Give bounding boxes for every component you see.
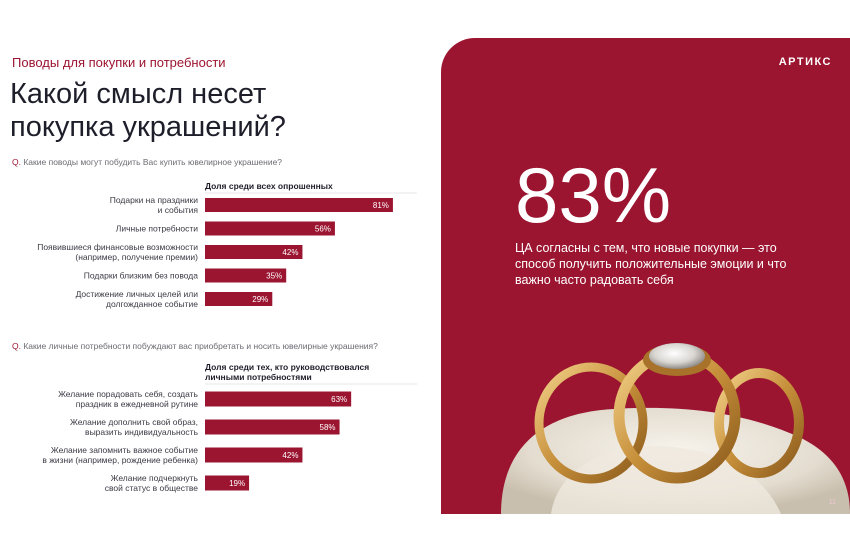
highlight-panel: АРТИКС 83% ЦА согласны с тем, что новые … bbox=[441, 38, 850, 514]
chart-category-label: Подарки близким без повода bbox=[84, 271, 198, 281]
chart-category-label: Подарки на праздники bbox=[110, 195, 198, 205]
chart-value-label: 81% bbox=[373, 201, 389, 210]
chart-header-line: Доля среди всех опрошенных bbox=[205, 181, 333, 191]
page-title: Какой смысл несет покупка украшений? bbox=[10, 78, 286, 144]
page-number: 11 bbox=[828, 499, 836, 506]
chart-header-line: Доля среди тех, кто руководствовался bbox=[205, 362, 369, 372]
chart-bar bbox=[205, 419, 340, 435]
chart-category-label: Желание порадовать себя, создать bbox=[58, 389, 198, 399]
chart-category-label: Желание дополнить свой образ, bbox=[70, 417, 198, 427]
chart-category-label: и события bbox=[158, 205, 199, 215]
chart-bar bbox=[205, 292, 273, 306]
chart-bar bbox=[205, 447, 303, 463]
chart-bar bbox=[205, 475, 250, 491]
question-1: Q. Какие поводы могут побудить Вас купит… bbox=[12, 157, 282, 167]
chart-value-label: 58% bbox=[320, 423, 336, 432]
chart-value-label: 42% bbox=[282, 248, 298, 257]
chart-category-label: выразить индивидуальность bbox=[85, 427, 199, 437]
chart-category-label: Достижение личных целей или bbox=[76, 289, 199, 299]
chart-value-label: 42% bbox=[282, 451, 298, 460]
question-2: Q. Какие личные потребности побуждают ва… bbox=[12, 341, 378, 351]
chart-personal-needs-svg: Доля среди тех, кто руководствовалсяличн… bbox=[42, 362, 417, 493]
question-1-text: Какие поводы могут побудить Вас купить ю… bbox=[23, 157, 283, 167]
chart-category-label: долгожданное событие bbox=[106, 299, 198, 309]
chart-header-line: личными потребностями bbox=[205, 372, 312, 382]
chart-value-label: 35% bbox=[266, 272, 282, 281]
chart-category-label: Желание подчеркнуть bbox=[111, 473, 199, 483]
section-eyebrow: Поводы для покупки и потребности bbox=[12, 55, 226, 70]
chart-category-label: свой статус в обществе bbox=[105, 483, 199, 493]
left-content: Поводы для покупки и потребности Какой с… bbox=[0, 55, 440, 501]
chart-bar bbox=[205, 268, 287, 283]
question-2-mark: Q. bbox=[12, 341, 21, 351]
chart-occasions: Доля среди всех опрошенных 81% Подарки на … bbox=[0, 180, 440, 330]
chart-value-label: 19% bbox=[229, 479, 245, 488]
title-line-1: Какой смысл несет bbox=[10, 78, 267, 110]
chart-category-label: в жизни (например, рождение ребенка) bbox=[42, 455, 198, 465]
chart-value-label: 56% bbox=[315, 225, 331, 234]
title-line-2: покупка украшений? bbox=[10, 111, 286, 143]
chart-category-label: Желание запомнить важное событие bbox=[51, 445, 198, 455]
chart-bar bbox=[205, 391, 352, 407]
chart-bar bbox=[205, 245, 303, 259]
key-stat: 83% bbox=[515, 151, 672, 239]
question-1-mark: Q. bbox=[12, 157, 21, 167]
chart-bar bbox=[205, 198, 393, 212]
chart-occasions-svg: Доля среди всех опрошенных 81% Подарки на … bbox=[37, 181, 417, 309]
brand-logo: АРТИКС bbox=[778, 56, 832, 68]
key-stat-description: ЦА согласны с тем, что новые покупки — э… bbox=[515, 241, 787, 287]
chart-category-label: праздник в ежедневной рутине bbox=[76, 399, 199, 409]
chart-bar bbox=[205, 221, 335, 236]
rings-photo bbox=[501, 343, 850, 514]
chart-personal-needs: Доля среди тех, кто руководствовался личн… bbox=[0, 361, 440, 501]
chart-category-label: Появившиеся финансовые возможности bbox=[37, 242, 198, 252]
chart-category-label: Личные потребности bbox=[116, 224, 198, 234]
chart-category-label: (например, получение премии) bbox=[75, 252, 198, 262]
chart-value-label: 63% bbox=[331, 395, 347, 404]
chart-value-label: 29% bbox=[252, 295, 268, 304]
question-2-text: Какие личные потребности побуждают вас п… bbox=[23, 341, 378, 351]
